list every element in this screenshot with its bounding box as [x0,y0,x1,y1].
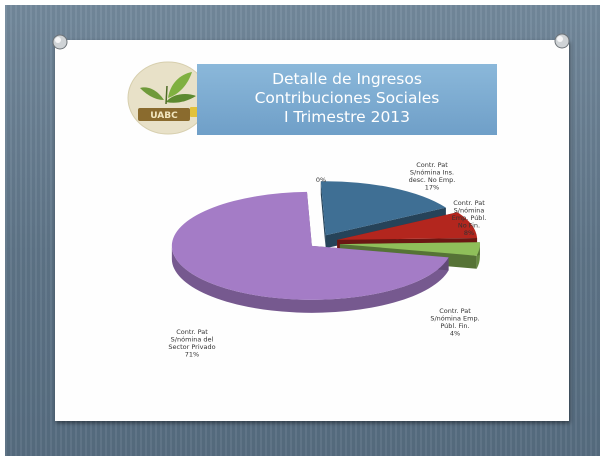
slice-label: Contr. Pat S/nómina Emp. Públ. No Fin. 8% [452,199,487,237]
pie-slice-top [171,191,449,300]
title-line-2: Contribuciones Sociales [254,89,440,107]
pie-slice-top [339,242,480,256]
title-banner: Detalle de Ingresos Contribuciones Socia… [197,64,497,135]
pushpin-icon [554,33,570,49]
pie-slice-cut [320,181,326,249]
pie-slice [171,191,449,313]
pie-slice-top [320,181,446,236]
slice-label: Contr. Pat S/nómina del Sector Privado 71% [168,328,215,359]
logo-text: UABC [150,111,178,121]
slice-label: Contr. Pat S/nómina Emp. Públ. Fin. 4% [430,307,479,338]
title-line-1: Detalle de Ingresos [272,70,422,88]
slice-label: 0% [316,176,326,184]
pie-slice-side [171,245,449,313]
slice-label: Contr. Pat S/nómina Ins. desc. No Emp. 17% [409,161,456,192]
pie-slice-top [337,212,478,240]
pushpin-icon [52,34,68,50]
title-line-3: I Trimestre 2013 [283,108,411,126]
